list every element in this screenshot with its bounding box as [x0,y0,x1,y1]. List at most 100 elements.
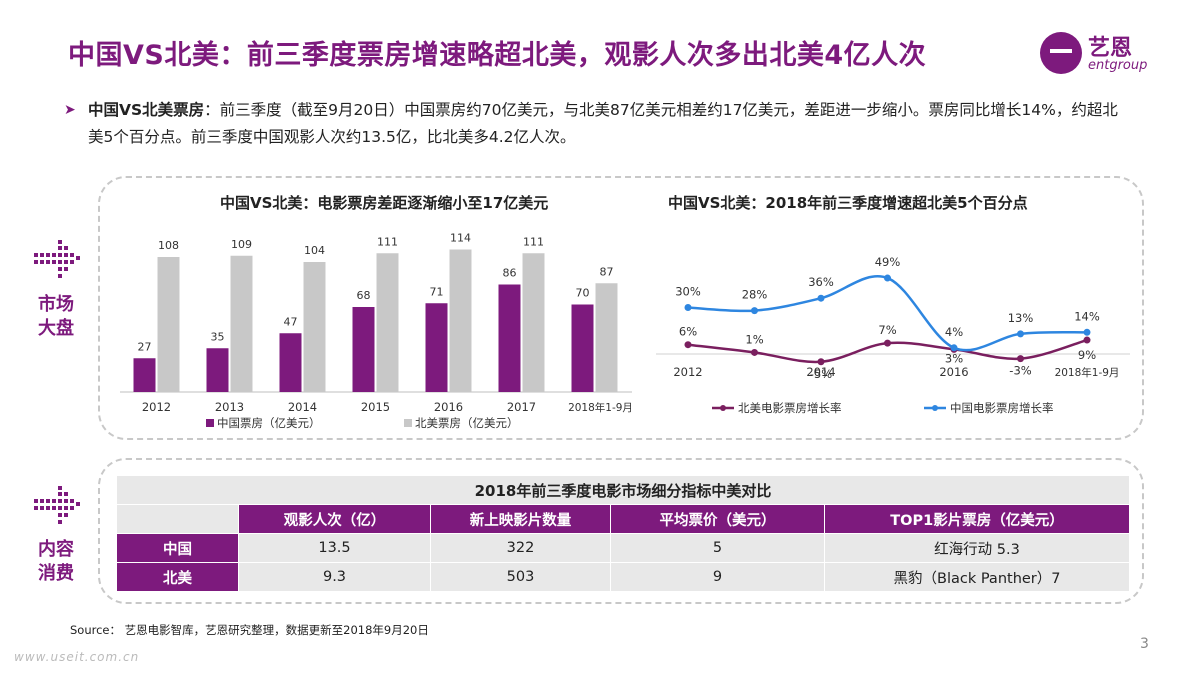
x-tick-label: 2013 [215,400,244,414]
table-header-blank [116,504,239,534]
table-row-label: 北美 [116,562,239,592]
bar-china [498,284,521,392]
bar-north-america [376,253,399,392]
data-point [684,304,692,311]
slide-title: 中国VS北美：前三季度票房增速略超北美，观影人次多出北美4亿人次 [68,40,927,71]
line-chart: 6% 1% -5% 7% 3% -3% 9% 30% 28% 36% 49% 4% 13% 14% 2012… [656,255,1130,415]
x-tick-label: 2018年1-9月 [568,401,633,414]
table-cell: 9 [610,562,825,592]
intro-text: ：前三季度（截至9月20日）中国票房约70亿美元，与北美87亿美元相差约17亿美… [88,101,1118,146]
legend-swatch [206,419,214,427]
bar-china [352,307,375,392]
bar-value-label: 111 [523,235,544,248]
entgroup-logo: 艺恩 entgroup [1040,30,1160,76]
logo-text-cn: 艺恩 [1088,36,1133,61]
table-header: 观影人次（亿） [238,504,431,534]
entgroup-logo-icon [1040,32,1082,74]
x-tick-label: 2016 [939,365,968,379]
point-value-label: 28% [742,288,768,302]
point-value-label: 6% [679,325,697,339]
x-tick-label: 2017 [507,400,536,414]
point-value-label: -3% [1009,364,1031,378]
x-tick-label: 2014 [806,365,835,379]
bar-value-label: 104 [304,244,325,257]
side-label-content: 内容 消费 [28,538,84,586]
table-row: 北美 9.3 503 9 黑豹（Black Panther）7 [116,562,1130,592]
data-point [1017,355,1024,363]
page-number: 3 [1140,636,1149,652]
legend-marker [932,405,938,411]
legend-label: 中国票房（亿美元） [217,416,321,430]
table-header: 平均票价（美元） [610,504,825,534]
table-row: 中国 13.5 322 5 红海行动 5.3 [116,533,1130,563]
side-label-content-text: 内容 消费 [38,539,74,584]
data-point [1017,330,1024,338]
x-tick-label: 2015 [361,400,390,414]
x-tick-label: 2014 [288,400,317,414]
data-point [751,307,758,315]
table-cell: 322 [430,533,611,563]
bar-north-america [303,262,326,392]
data-point [684,341,692,349]
bar-north-america [522,253,545,392]
bar-chart: 27 108 2012 35 109 2013 47 104 2014 68 111 2015 71 11… [120,232,633,430]
market-panel [98,176,1144,440]
table-cell: 9.3 [238,562,431,592]
table-row-label: 中国 [116,533,239,563]
content-panel [98,458,1144,604]
data-point [1083,336,1091,344]
x-tick-label: 2012 [673,365,702,379]
point-value-label: 30% [675,285,701,299]
data-point [817,294,825,302]
source-note: Source： 艺恩电影智库，艺恩研究整理，数据更新至2018年9月20日 [70,623,429,637]
bar-value-label: 87 [600,265,614,278]
watermark: www.useit.com.cn [14,650,140,664]
table-cell: 503 [430,562,611,592]
bar-north-america [157,257,180,392]
point-value-label: 4% [945,325,963,339]
point-value-label: 7% [878,323,896,337]
dotted-arrow-icon [34,240,80,278]
line-chart-title: 中国VS北美：2018年前三季度增速超北美5个百分点 [668,194,1028,212]
bar-value-label: 108 [158,239,179,252]
legend-label: 北美电影票房增长率 [738,401,842,415]
bar-north-america [595,283,618,392]
data-point [817,358,825,366]
bar-value-label: 71 [430,285,444,298]
bar-value-label: 47 [284,315,298,328]
table-header: 新上映影片数量 [430,504,611,534]
legend-swatch [404,419,412,427]
bar-china [133,358,156,392]
point-value-label: 49% [875,255,901,269]
bar-north-america [449,249,472,392]
point-value-label: 1% [745,332,763,346]
table-caption: 2018年前三季度电影市场细分指标中美对比 [116,475,1130,505]
legend-label: 北美票房（亿美元） [415,416,519,430]
data-point [1083,328,1091,336]
x-tick-label: 2012 [142,400,171,414]
bar-china [206,348,229,392]
bar-value-label: 68 [357,289,371,302]
table-header: TOP1影片票房（亿美元） [824,504,1130,534]
bar-china [425,303,448,392]
bar-value-label: 27 [138,340,152,353]
bar-value-label: 111 [377,235,398,248]
dotted-arrow-icon [34,486,80,524]
data-point [884,274,891,282]
legend-marker [720,405,726,411]
point-value-label: 3% [945,351,963,365]
bar-value-label: 109 [231,238,252,251]
bar-value-label: 114 [450,232,471,245]
x-tick-label: 2018年1-9月 [1055,366,1120,379]
bar-value-label: 70 [576,287,590,300]
point-value-label: 36% [808,275,834,289]
bullet-arrow-icon: ➤ [64,102,76,118]
point-value-label: 13% [1008,311,1034,325]
bar-value-label: 35 [211,330,225,343]
table-cell: 13.5 [238,533,431,563]
table-cell: 红海行动 5.3 [824,533,1130,563]
bar-china [279,333,302,392]
point-value-label: -5% [810,367,832,381]
intro-paragraph: ➤ 中国VS北美票房：前三季度（截至9月20日）中国票房约70亿美元，与北美87… [64,97,1128,151]
intro-bold-lead: 中国VS北美票房 [88,101,205,119]
